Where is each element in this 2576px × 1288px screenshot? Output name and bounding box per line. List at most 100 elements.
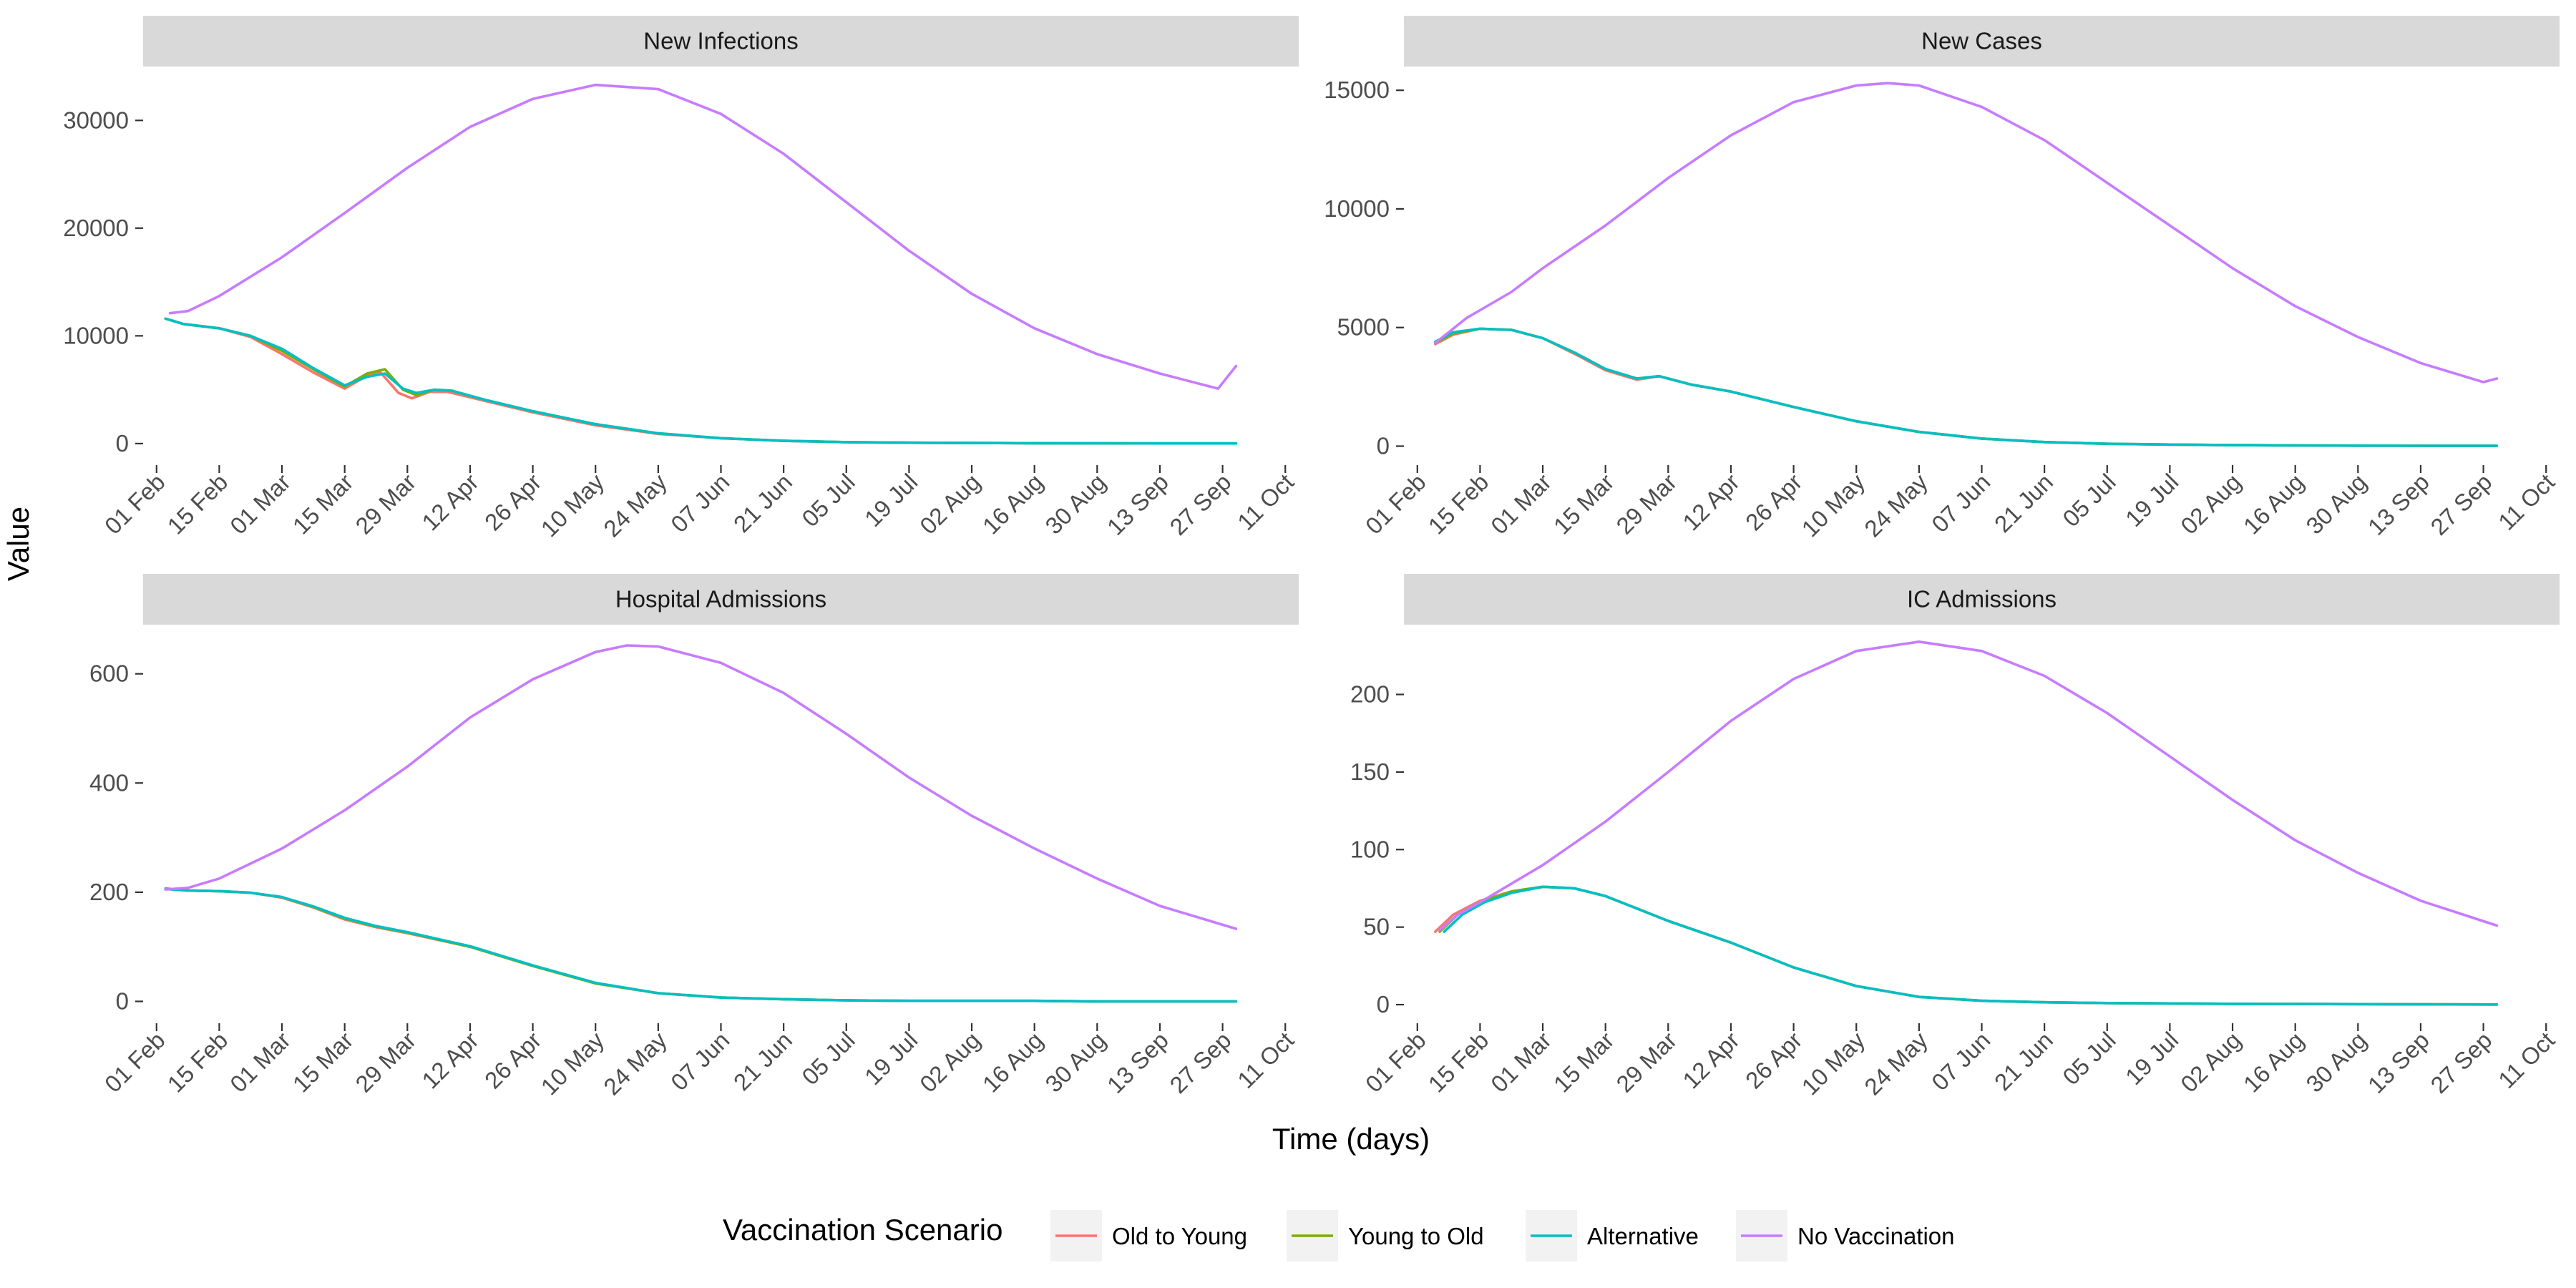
x-tick-label: 02 Aug [914,469,985,540]
x-tick-label: 15 Mar [1548,469,1619,540]
y-tick-label: 10000 [1324,195,1390,222]
panel-strip [1404,574,2560,625]
x-tick-label: 05 Jul [796,469,859,532]
x-tick-label: 16 Aug [977,469,1048,540]
x-tick-label: 27 Sep [1164,469,1236,540]
x-tick-label: 01 Mar [1485,1027,1556,1098]
y-tick-label: 30000 [63,107,129,133]
x-tick-label: 15 Mar [288,469,358,540]
x-tick-label: 12 Apr [416,1027,484,1094]
series-line-young-to-old [1438,885,2499,1006]
x-tick-label: 24 May [1859,468,1933,542]
y-tick-label: 5000 [1337,314,1390,341]
x-tick-label: 16 Aug [2238,469,2309,540]
legend-label: Old to Young [1112,1223,1247,1249]
x-tick-label: 30 Aug [1040,469,1111,540]
series-line-alternative [164,887,1238,1003]
panel-strip [1404,16,2560,67]
x-tick-label: 29 Mar [1611,1027,1682,1098]
x-tick-label: 26 Apr [479,1027,547,1094]
x-tick-label: 27 Sep [2425,1027,2497,1098]
series-line-alternative [1443,885,2499,1006]
x-tick-label: 16 Aug [2238,1027,2309,1098]
legend-item-young-to-old: Young to Old [1287,1210,1484,1262]
x-tick-label: 21 Jun [1989,469,2058,537]
x-tick-label: 29 Mar [350,1027,421,1098]
x-tick-label: 19 Jul [2120,1027,2183,1090]
x-tick-label: 11 Oct [1232,1027,1299,1093]
x-tick-label: 29 Mar [350,469,421,540]
x-tick-label: 10 May [1796,468,1870,542]
x-tick-label: 19 Jul [859,469,922,532]
legend-label: Alternative [1587,1223,1699,1249]
x-tick-label: 01 Mar [1485,469,1556,540]
x-tick-label: 05 Jul [2057,1027,2120,1090]
y-axis-title: Value [1,507,35,581]
y-tick-label: 20000 [63,215,129,241]
x-axis-title: Time (days) [1272,1122,1430,1156]
series-line-young-to-old [1434,327,2499,447]
series-line-young-to-old [164,317,1238,445]
series-line-no-vaccination [1434,82,2499,384]
legend-title: Vaccination Scenario [723,1213,1002,1246]
x-tick-label: 15 Feb [1423,1027,1494,1098]
y-tick-label: 400 [89,769,129,796]
y-tick-label: 0 [1377,432,1390,459]
legend-items: Old to Young Young to Old Alternative No Va… [1050,1210,1955,1262]
y-tick-label: 200 [89,879,129,905]
x-tick-label: 05 Jul [796,1027,859,1090]
y-tick-label: 10000 [63,322,129,348]
series-line-old-to-young [164,887,1238,1003]
y-tick-label: 0 [116,430,129,457]
panel-title: New Cases [1921,28,2042,54]
x-tick-label: 27 Sep [2425,469,2497,540]
x-tick-label: 12 Apr [1677,1027,1745,1094]
series-line-alternative [164,317,1238,445]
x-tick-label: 21 Jun [728,469,797,537]
x-tick-label: 16 Aug [977,1027,1048,1098]
y-tick-label: 200 [1350,681,1390,708]
x-tick-label: 24 May [598,468,672,542]
series-line-alternative [1434,327,2499,447]
y-tick-label: 15000 [1324,77,1390,103]
x-tick-label: 01 Feb [99,1027,170,1098]
x-tick-label: 07 Jun [1926,1027,1995,1096]
x-tick-label: 07 Jun [665,1027,734,1096]
x-tick-label: 13 Sep [2363,1027,2434,1098]
x-tick-label: 01 Feb [1360,1027,1431,1098]
series-line-old-to-young [1434,885,2499,1006]
panel-title: New Infections [643,28,798,54]
x-tick-label: 24 May [598,1026,672,1100]
series-line-no-vaccination [168,83,1238,390]
x-tick-label: 12 Apr [416,469,484,536]
x-tick-label: 26 Apr [1740,1027,1807,1094]
series-line-old-to-young [164,317,1238,445]
x-tick-label: 15 Feb [1423,469,1494,540]
x-tick-label: 15 Mar [288,1027,358,1098]
x-tick-label: 11 Oct [2493,1027,2560,1093]
legend-label: Young to Old [1348,1223,1484,1249]
legend-item-alternative: Alternative [1526,1210,1699,1262]
x-tick-label: 12 Apr [1677,469,1745,536]
y-tick-label: 600 [89,660,129,687]
x-tick-label: 02 Aug [2175,1027,2246,1098]
legend: Vaccination Scenario Old to Young Young t… [723,1210,1955,1262]
series-line-old-to-young [1434,327,2499,447]
x-tick-label: 21 Jun [1989,1027,2058,1096]
x-tick-label: 10 May [1796,1026,1870,1100]
x-tick-label: 15 Feb [162,1027,233,1098]
legend-item-no-vaccination: No Vaccination [1736,1210,1955,1262]
y-tick-label: 150 [1350,758,1390,785]
y-tick-label: 50 [1363,914,1390,940]
panel-strip [143,574,1299,625]
x-tick-label: 05 Jul [2057,469,2120,532]
panel-strip [143,16,1299,67]
x-tick-label: 24 May [1859,1026,1933,1100]
x-tick-label: 07 Jun [1926,469,1995,537]
